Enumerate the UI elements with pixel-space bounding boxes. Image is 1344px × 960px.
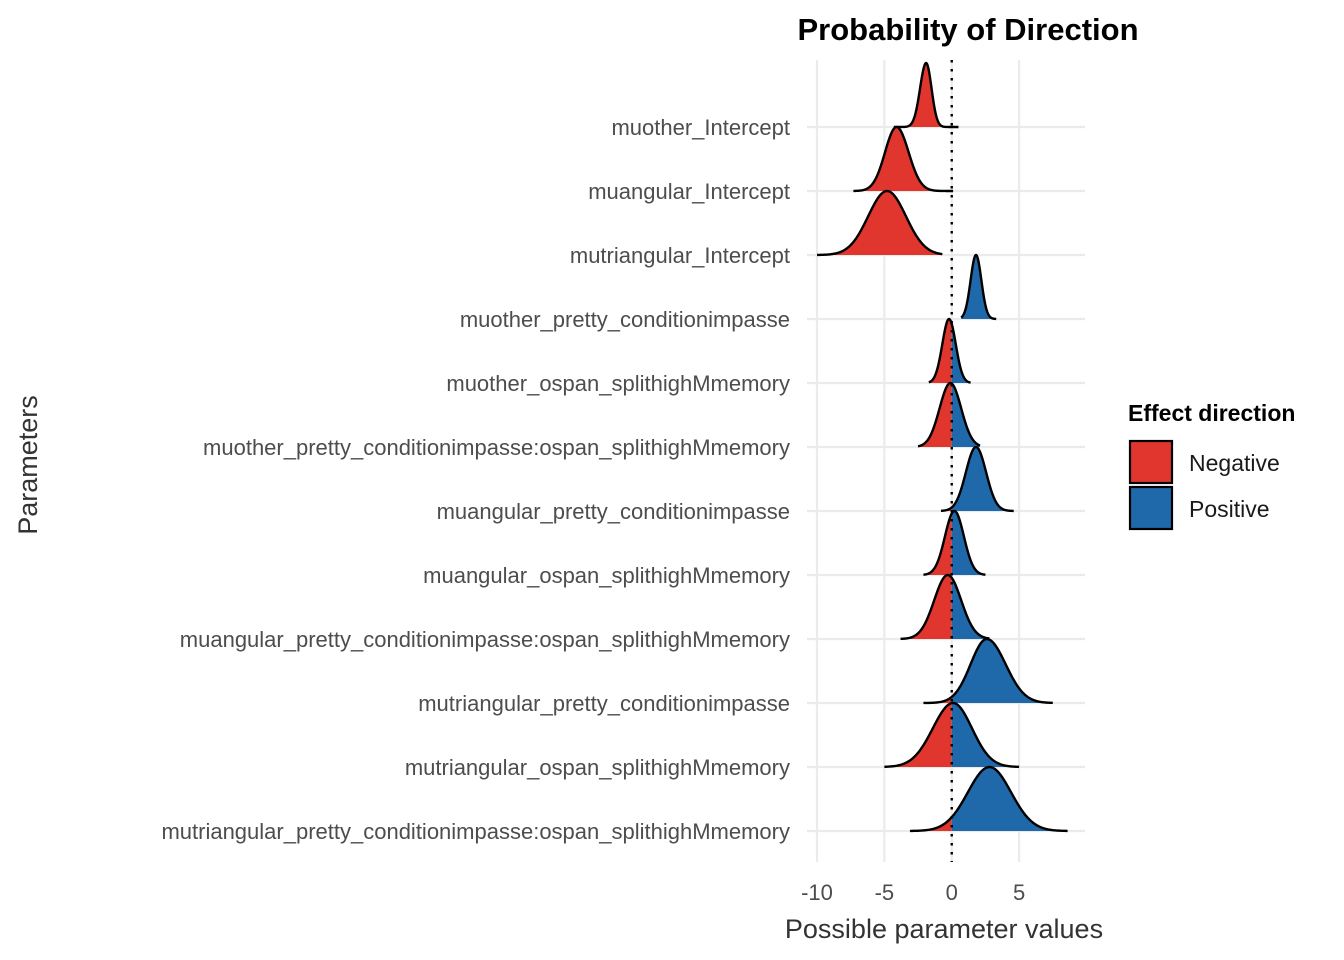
ridge-negative-area <box>918 383 952 447</box>
ridge-negative-area <box>0 0 952 960</box>
ridge-outline <box>899 573 991 641</box>
legend-title: Effect direction <box>1128 400 1295 426</box>
ridge-outline <box>940 445 1015 513</box>
y-axis-title: Parameters <box>13 395 43 535</box>
ridge-negative-area <box>900 575 952 639</box>
category-label: mutriangular_pretty_conditionimpasse:osp… <box>161 819 790 844</box>
ridge-negative-area <box>940 447 952 511</box>
category-label: muother_pretty_conditionimpasse:ospan_sp… <box>203 435 790 460</box>
ridge-negative-area <box>923 511 952 575</box>
legend-swatch <box>1128 439 1174 485</box>
chart-title: Probability of Direction <box>797 12 1138 47</box>
ridge-negative-area <box>853 127 952 191</box>
ridge-negative-area <box>893 63 952 127</box>
x-tick-label: -10 <box>801 880 833 905</box>
ridge-negative-area <box>923 639 952 703</box>
ridge-outline <box>917 381 981 448</box>
category-labels: muother_Intercept muangular_Interceptmutr… <box>161 115 790 844</box>
x-tick-label: 5 <box>1013 880 1025 905</box>
ridge-negative-area <box>928 319 952 383</box>
ridge-outline <box>922 509 987 576</box>
category-label: mutriangular_Intercept <box>570 243 790 268</box>
category-label: mutriangular_ospan_splithighMmemory <box>405 755 790 780</box>
ridge-negative-area <box>884 703 952 767</box>
ridge-outline <box>923 637 1054 705</box>
ridge-outline <box>884 701 1020 769</box>
legend-label: Positive <box>1189 496 1270 522</box>
legend: Effect direction Negative Positive <box>1128 400 1295 531</box>
category-label: mutriangular_pretty_conditionimpasse <box>418 691 790 716</box>
ridge-outline <box>909 765 1068 833</box>
category-label: muother_ospan_splithighMmemory <box>446 371 790 396</box>
category-label: muother_pretty_conditionimpasse <box>460 307 790 332</box>
ridge-negative-area <box>817 191 943 255</box>
legend-label: Negative <box>1189 450 1280 476</box>
category-label: muangular_Intercept <box>588 179 790 204</box>
ridge-outline <box>960 253 998 321</box>
ridge-outline <box>893 61 960 129</box>
x-tick-label: 0 <box>946 880 958 905</box>
x-tick-labels: -10 -5 0 5 <box>801 880 1025 905</box>
category-label: muangular_ospan_splithighMmemory <box>423 563 790 588</box>
x-axis-title: Possible parameter values <box>785 914 1103 944</box>
ridge-outline <box>852 125 954 193</box>
category-label: muother_Intercept <box>611 115 790 140</box>
x-tick-label: -5 <box>875 880 895 905</box>
ridge-negative-area <box>909 767 952 831</box>
category-label: muangular_pretty_conditionimpasse <box>437 499 790 524</box>
ridge-outline <box>816 189 943 257</box>
legend-swatch <box>1128 485 1174 531</box>
category-label: muangular_pretty_conditionimpasse:ospan_… <box>180 627 790 652</box>
ridge-outline <box>927 317 972 384</box>
